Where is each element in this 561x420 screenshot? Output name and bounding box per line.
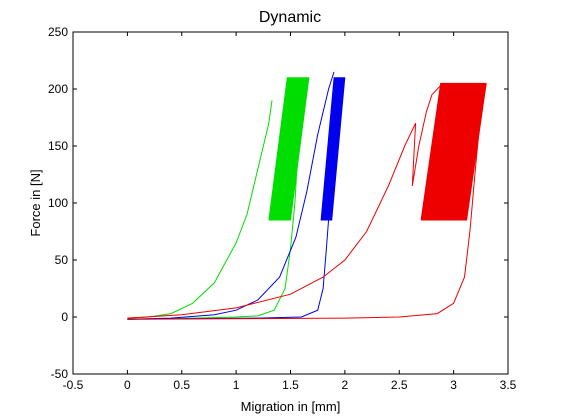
y-axis-label: Force in [N] — [28, 169, 43, 236]
x-tick-label: 3 — [450, 378, 457, 392]
series-1 — [127, 71, 346, 320]
cyclic-loading-traces — [268, 77, 310, 221]
y-tick-label: 100 — [48, 196, 68, 210]
series-2 — [127, 82, 487, 320]
chart-title: Dynamic — [259, 9, 321, 26]
unloading-curve — [127, 77, 344, 320]
y-tick-label: 50 — [55, 253, 69, 267]
x-tick-label: 0.5 — [173, 378, 190, 392]
x-tick-label: 2.5 — [391, 378, 408, 392]
loading-curve — [127, 85, 441, 319]
y-tick-label: 150 — [48, 139, 68, 153]
x-tick-label: 2 — [342, 378, 349, 392]
cyclic-loading-traces — [320, 77, 346, 221]
y-tick-label: -50 — [51, 367, 69, 381]
x-tick-label: 1.5 — [282, 378, 299, 392]
plot-area — [127, 71, 487, 320]
y-tick-label: 0 — [61, 310, 68, 324]
y-tick-label: 200 — [48, 82, 68, 96]
axis-ticks: -0.5 0 0.5 1 1.5 2 2.5 3 3.5 -50 0 50 100 150 200 250 — [48, 25, 517, 392]
loading-curve — [127, 71, 335, 320]
series-0 — [127, 77, 310, 320]
loading-curve — [127, 100, 273, 319]
x-tick-label: 1 — [233, 378, 240, 392]
x-tick-label: -0.5 — [63, 378, 84, 392]
x-axis-label: Migration in [mm] — [241, 399, 341, 414]
x-tick-label: 0 — [124, 378, 131, 392]
y-tick-label: 250 — [48, 25, 68, 39]
cyclic-loading-traces — [420, 82, 487, 221]
x-tick-label: 3.5 — [500, 378, 517, 392]
